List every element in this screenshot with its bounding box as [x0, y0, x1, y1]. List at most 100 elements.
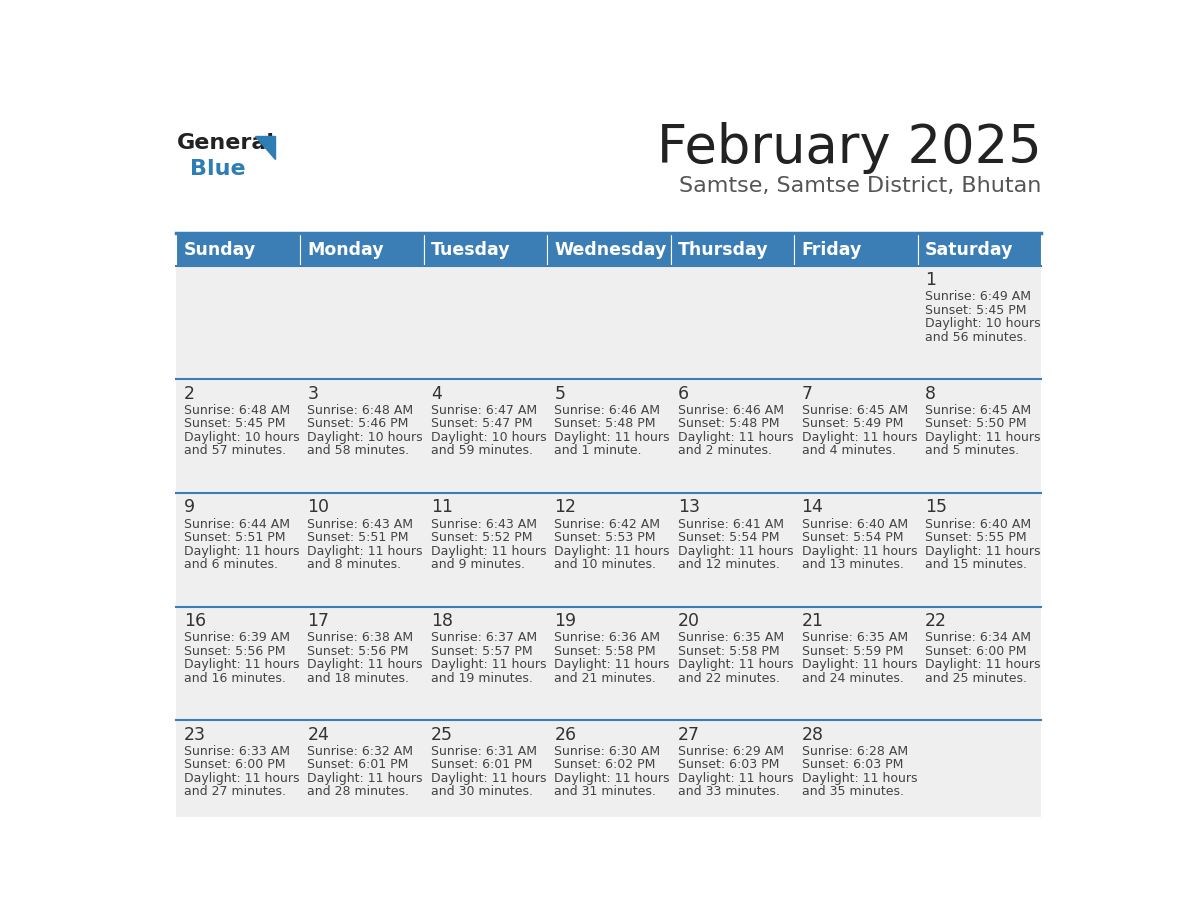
- Text: and 12 minutes.: and 12 minutes.: [678, 558, 779, 571]
- Text: 8: 8: [925, 385, 936, 403]
- Text: Sunset: 6:00 PM: Sunset: 6:00 PM: [925, 644, 1026, 658]
- Text: Sunset: 5:55 PM: Sunset: 5:55 PM: [925, 532, 1026, 544]
- Text: Blue: Blue: [190, 159, 246, 179]
- Text: Sunrise: 6:38 AM: Sunrise: 6:38 AM: [308, 632, 413, 644]
- Text: and 59 minutes.: and 59 minutes.: [431, 444, 533, 457]
- Bar: [423, 493, 546, 607]
- Text: 22: 22: [925, 612, 947, 630]
- Bar: [671, 233, 795, 265]
- Text: Daylight: 11 hours: Daylight: 11 hours: [925, 658, 1041, 671]
- Text: Sunset: 5:57 PM: Sunset: 5:57 PM: [431, 644, 532, 658]
- Bar: [176, 265, 299, 379]
- Text: 6: 6: [678, 385, 689, 403]
- Text: and 21 minutes.: and 21 minutes.: [555, 672, 656, 685]
- Text: Daylight: 11 hours: Daylight: 11 hours: [431, 772, 546, 785]
- Bar: [546, 265, 671, 379]
- Bar: [918, 607, 1042, 721]
- Text: Sunrise: 6:29 AM: Sunrise: 6:29 AM: [678, 744, 784, 758]
- Bar: [546, 233, 671, 265]
- Text: Daylight: 11 hours: Daylight: 11 hours: [802, 658, 917, 671]
- Text: Daylight: 11 hours: Daylight: 11 hours: [555, 544, 670, 557]
- Text: Tuesday: Tuesday: [431, 241, 511, 259]
- Text: Sunset: 6:01 PM: Sunset: 6:01 PM: [431, 758, 532, 771]
- Bar: [299, 265, 423, 379]
- Text: Sunset: 5:51 PM: Sunset: 5:51 PM: [308, 532, 409, 544]
- Text: and 35 minutes.: and 35 minutes.: [802, 786, 904, 799]
- Text: Daylight: 10 hours: Daylight: 10 hours: [925, 318, 1041, 330]
- Text: Daylight: 11 hours: Daylight: 11 hours: [308, 658, 423, 671]
- Text: Sunrise: 6:42 AM: Sunrise: 6:42 AM: [555, 518, 661, 531]
- Text: 4: 4: [431, 385, 442, 403]
- Bar: [795, 493, 918, 607]
- Text: 15: 15: [925, 498, 947, 517]
- Text: Daylight: 11 hours: Daylight: 11 hours: [925, 544, 1041, 557]
- Text: Daylight: 11 hours: Daylight: 11 hours: [678, 544, 794, 557]
- Text: Sunrise: 6:35 AM: Sunrise: 6:35 AM: [802, 632, 908, 644]
- Text: Sunset: 5:59 PM: Sunset: 5:59 PM: [802, 644, 903, 658]
- Text: General: General: [176, 133, 274, 153]
- Bar: [423, 379, 546, 493]
- Text: and 33 minutes.: and 33 minutes.: [678, 786, 779, 799]
- Bar: [918, 379, 1042, 493]
- Text: 9: 9: [184, 498, 195, 517]
- Text: Sunset: 6:03 PM: Sunset: 6:03 PM: [802, 758, 903, 771]
- Text: and 9 minutes.: and 9 minutes.: [431, 558, 525, 571]
- Text: and 13 minutes.: and 13 minutes.: [802, 558, 904, 571]
- Text: Sunset: 6:00 PM: Sunset: 6:00 PM: [184, 758, 285, 771]
- Bar: [546, 379, 671, 493]
- Text: 27: 27: [678, 726, 700, 744]
- Bar: [299, 493, 423, 607]
- Text: and 10 minutes.: and 10 minutes.: [555, 558, 657, 571]
- Bar: [546, 607, 671, 721]
- Text: Saturday: Saturday: [925, 241, 1013, 259]
- Text: Sunrise: 6:45 AM: Sunrise: 6:45 AM: [802, 404, 908, 417]
- Bar: [299, 233, 423, 265]
- Text: Sunrise: 6:28 AM: Sunrise: 6:28 AM: [802, 744, 908, 758]
- Text: Daylight: 11 hours: Daylight: 11 hours: [802, 772, 917, 785]
- Text: Sunset: 5:50 PM: Sunset: 5:50 PM: [925, 418, 1026, 431]
- Text: Daylight: 11 hours: Daylight: 11 hours: [678, 431, 794, 444]
- Text: Monday: Monday: [308, 241, 384, 259]
- Text: and 8 minutes.: and 8 minutes.: [308, 558, 402, 571]
- Bar: [176, 607, 299, 721]
- Text: Sunrise: 6:33 AM: Sunrise: 6:33 AM: [184, 744, 290, 758]
- Text: and 15 minutes.: and 15 minutes.: [925, 558, 1028, 571]
- Text: Sunset: 5:52 PM: Sunset: 5:52 PM: [431, 532, 532, 544]
- Text: Daylight: 11 hours: Daylight: 11 hours: [184, 658, 299, 671]
- Text: and 24 minutes.: and 24 minutes.: [802, 672, 904, 685]
- Bar: [671, 379, 795, 493]
- Text: Sunrise: 6:31 AM: Sunrise: 6:31 AM: [431, 744, 537, 758]
- Bar: [795, 721, 918, 834]
- Text: 10: 10: [308, 498, 329, 517]
- Text: Daylight: 11 hours: Daylight: 11 hours: [555, 658, 670, 671]
- Text: Sunset: 5:56 PM: Sunset: 5:56 PM: [184, 644, 285, 658]
- Bar: [423, 721, 546, 834]
- Bar: [918, 721, 1042, 834]
- Text: and 56 minutes.: and 56 minutes.: [925, 330, 1028, 343]
- Text: 18: 18: [431, 612, 453, 630]
- Text: Daylight: 11 hours: Daylight: 11 hours: [555, 772, 670, 785]
- Text: 12: 12: [555, 498, 576, 517]
- Bar: [176, 379, 299, 493]
- Text: 3: 3: [308, 385, 318, 403]
- Text: Sunrise: 6:48 AM: Sunrise: 6:48 AM: [308, 404, 413, 417]
- Text: Daylight: 11 hours: Daylight: 11 hours: [678, 772, 794, 785]
- Text: and 2 minutes.: and 2 minutes.: [678, 444, 772, 457]
- Text: and 1 minute.: and 1 minute.: [555, 444, 642, 457]
- Text: Sunrise: 6:43 AM: Sunrise: 6:43 AM: [308, 518, 413, 531]
- Bar: [795, 607, 918, 721]
- Bar: [176, 493, 299, 607]
- Text: 5: 5: [555, 385, 565, 403]
- Text: Sunrise: 6:49 AM: Sunrise: 6:49 AM: [925, 290, 1031, 303]
- Text: 16: 16: [184, 612, 206, 630]
- Text: Sunrise: 6:34 AM: Sunrise: 6:34 AM: [925, 632, 1031, 644]
- Bar: [671, 607, 795, 721]
- Text: Daylight: 11 hours: Daylight: 11 hours: [308, 544, 423, 557]
- Text: Daylight: 11 hours: Daylight: 11 hours: [184, 772, 299, 785]
- Text: and 4 minutes.: and 4 minutes.: [802, 444, 896, 457]
- Text: 2: 2: [184, 385, 195, 403]
- Text: and 6 minutes.: and 6 minutes.: [184, 558, 278, 571]
- Text: 11: 11: [431, 498, 453, 517]
- Text: Sunday: Sunday: [184, 241, 257, 259]
- Text: 26: 26: [555, 726, 576, 744]
